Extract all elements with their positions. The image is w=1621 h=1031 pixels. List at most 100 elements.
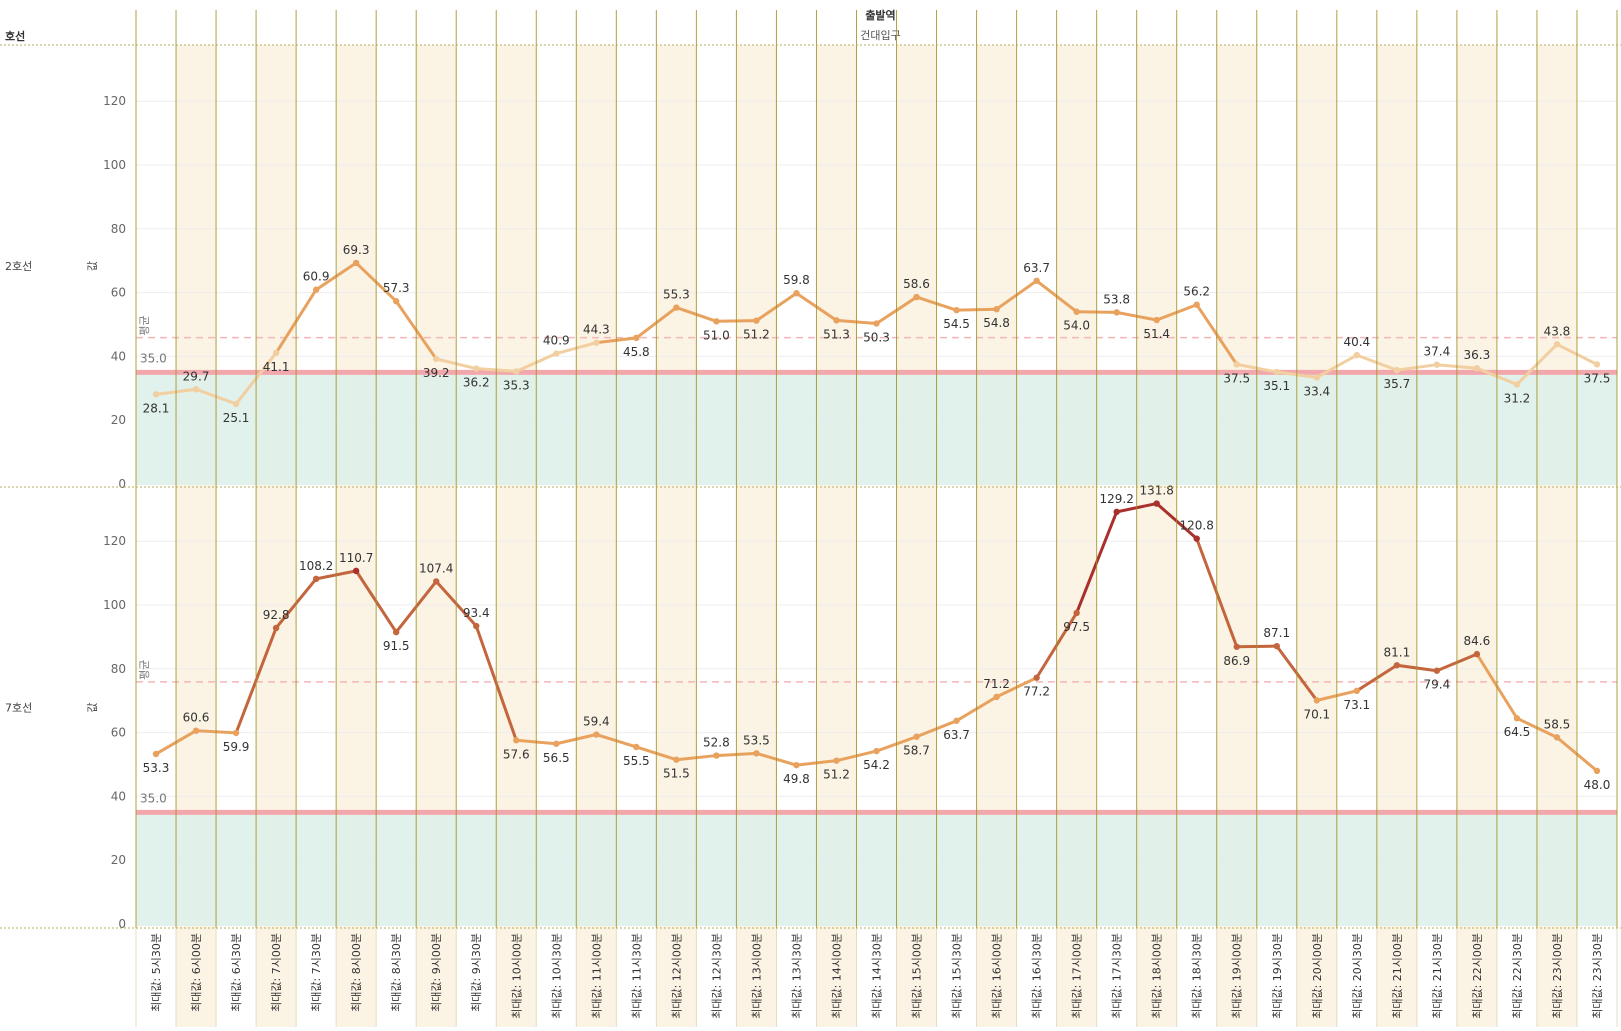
data-point (793, 761, 800, 769)
reference-label: 35.0 (140, 351, 167, 365)
data-label: 73.1 (1343, 698, 1370, 712)
data-point (633, 334, 640, 342)
data-label: 31.2 (1504, 391, 1531, 405)
data-label: 51.3 (823, 327, 850, 341)
data-label: 58.7 (903, 744, 930, 758)
row-label: 7호선 (5, 702, 32, 715)
y-tick-label: 60 (111, 726, 126, 740)
data-point (1033, 277, 1040, 284)
data-point (352, 259, 360, 267)
data-label: 59.9 (223, 740, 250, 754)
data-label: 86.9 (1223, 654, 1250, 668)
y-tick-label: 40 (111, 349, 126, 363)
x-tick-label: 최대값: 15시00분 (911, 933, 924, 1019)
data-label: 28.1 (143, 401, 170, 415)
row-header-title: 호선 (5, 30, 26, 43)
data-label: 40.4 (1343, 335, 1370, 349)
data-point (1353, 687, 1361, 695)
data-point (1513, 381, 1521, 388)
data-label: 108.2 (299, 559, 333, 573)
data-point (1433, 667, 1441, 674)
y-axis-title: 값 (86, 261, 99, 271)
data-label: 97.5 (1063, 620, 1090, 634)
data-point (513, 368, 520, 375)
reference-band (136, 812, 1617, 926)
row-label: 2호선 (5, 260, 32, 273)
x-tick-label: 최대값: 11시30분 (630, 933, 643, 1019)
data-label: 60.9 (303, 270, 330, 284)
x-tick-label: 최대값: 7시00분 (270, 933, 283, 1012)
data-label: 35.3 (503, 378, 530, 392)
y-axis-title: 값 (86, 702, 99, 712)
x-tick-label: 최대값: 9시00분 (430, 933, 443, 1012)
data-point (473, 622, 480, 630)
data-label: 110.7 (339, 551, 373, 565)
data-label: 70.1 (1303, 707, 1330, 721)
data-point (673, 304, 680, 311)
data-label: 57.6 (503, 747, 530, 761)
data-point (553, 740, 560, 747)
data-point (953, 717, 960, 724)
data-point (913, 733, 920, 740)
x-tick-label: 최대값: 9시30분 (470, 933, 483, 1012)
data-point (392, 628, 400, 636)
data-point (753, 317, 760, 324)
data-point (793, 290, 800, 297)
data-label: 54.8 (983, 316, 1010, 330)
data-point (352, 567, 360, 575)
reference-label: 35.0 (140, 791, 167, 805)
data-label: 55.3 (663, 288, 690, 302)
data-label: 58.6 (903, 277, 930, 291)
data-label: 81.1 (1383, 645, 1410, 659)
data-point (1193, 535, 1200, 542)
data-label: 50.3 (863, 331, 890, 345)
y-tick-label: 0 (118, 917, 126, 931)
data-point (152, 750, 160, 758)
data-point (152, 391, 160, 398)
x-tick-label: 최대값: 23시00분 (1551, 933, 1564, 1019)
y-tick-label: 20 (111, 413, 126, 427)
data-point (1153, 316, 1160, 324)
data-label: 92.8 (263, 608, 290, 622)
x-tick-label: 최대값: 11시00분 (590, 933, 603, 1019)
data-label: 55.5 (623, 754, 650, 768)
data-point (1393, 366, 1401, 374)
data-label: 45.8 (623, 345, 650, 359)
data-label: 57.3 (383, 281, 410, 295)
data-label: 69.3 (343, 243, 370, 257)
data-point (1313, 697, 1320, 704)
data-label: 51.2 (743, 328, 770, 342)
data-label: 51.4 (1143, 327, 1170, 341)
x-tick-label: 최대값: 21시00분 (1391, 933, 1404, 1019)
data-point (753, 750, 760, 757)
data-label: 37.5 (1223, 371, 1250, 385)
x-tick-label: 최대값: 12시30분 (710, 933, 723, 1019)
data-label: 93.4 (463, 606, 490, 620)
x-tick-label: 최대값: 8시30분 (390, 933, 403, 1012)
data-label: 48.0 (1584, 778, 1611, 792)
x-tick-label: 최대값: 17시00분 (1071, 933, 1084, 1019)
x-tick-label: 최대값: 10시00분 (510, 933, 523, 1019)
average-label: 평균 (138, 315, 151, 335)
data-point (1593, 767, 1601, 775)
data-point (1393, 662, 1401, 669)
data-label: 29.7 (183, 369, 210, 383)
data-label: 56.2 (1183, 285, 1210, 299)
x-tick-label: 최대값: 18시30분 (1191, 933, 1204, 1019)
x-tick-label: 최대값: 16시00분 (991, 933, 1004, 1019)
data-point (873, 747, 880, 755)
data-point (593, 731, 600, 738)
data-label: 40.9 (543, 334, 570, 348)
data-label: 37.5 (1584, 371, 1611, 385)
x-tick-label: 최대값: 8시00분 (350, 933, 363, 1012)
column-header-value: 건대입구 (860, 29, 901, 42)
data-point (833, 317, 840, 324)
x-tick-label: 최대값: 20시00분 (1311, 933, 1324, 1019)
x-tick-label: 최대값: 18시00분 (1151, 933, 1164, 1019)
data-point (1473, 650, 1481, 658)
data-label: 51.5 (663, 767, 690, 781)
data-label: 58.5 (1544, 717, 1571, 731)
x-tick-label: 최대값: 22시30분 (1511, 933, 1524, 1019)
data-point (1433, 361, 1441, 368)
y-tick-label: 120 (103, 94, 126, 108)
